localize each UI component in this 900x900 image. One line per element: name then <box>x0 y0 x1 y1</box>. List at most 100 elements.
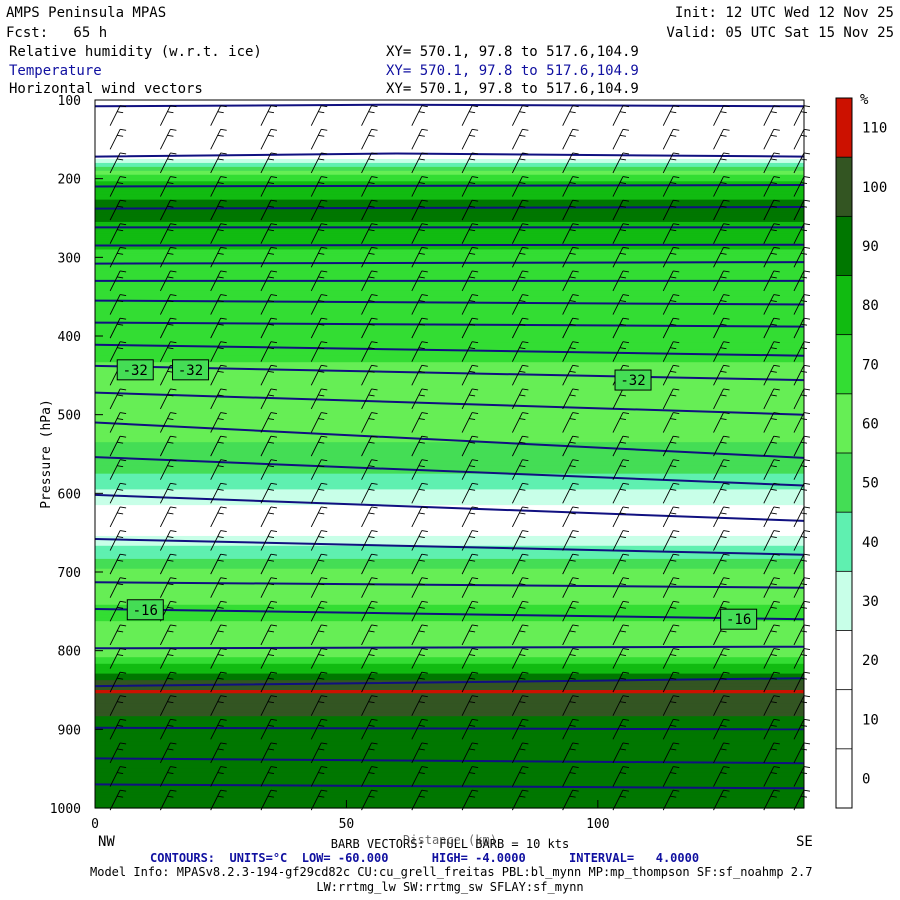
wind-barb <box>511 648 529 669</box>
rh-band <box>95 489 804 494</box>
rh-band <box>95 191 804 195</box>
wind-barb <box>210 459 227 480</box>
rh-band <box>95 159 804 162</box>
wind-barb <box>210 600 227 622</box>
wind-barb <box>109 577 127 598</box>
wind-barb <box>612 246 630 268</box>
temperature-contours <box>94 103 805 790</box>
rh-band <box>95 136 804 142</box>
model-info-line-2: LW:rrtmg_lw SW:rrtmg_sw SFLAY:sf_mynn <box>316 880 584 894</box>
wind-barb <box>210 152 227 174</box>
wind-barb <box>713 506 730 528</box>
wind-barb <box>662 718 680 740</box>
wind-barb <box>763 718 780 740</box>
rh-band <box>95 122 804 129</box>
rh-band <box>95 516 804 520</box>
wind-barb <box>210 294 227 315</box>
rh-band <box>95 594 804 599</box>
rh-band <box>95 528 804 532</box>
wind-barb <box>260 341 278 362</box>
rh-band <box>95 141 804 147</box>
wind-barb <box>361 718 378 740</box>
wind-barb <box>109 695 127 716</box>
wind-barb <box>361 530 378 551</box>
rh-band <box>95 787 804 791</box>
rh-band <box>95 520 804 524</box>
wind-barb <box>260 459 278 480</box>
wind-barb <box>562 435 579 457</box>
rh-band <box>95 485 804 490</box>
wind-barb <box>662 530 680 551</box>
wind-barb <box>260 223 278 244</box>
rh-band <box>95 640 804 645</box>
wind-barb <box>411 624 428 646</box>
colorbar-unit: % <box>860 92 869 108</box>
wind-barb <box>109 317 127 339</box>
wind-barb <box>109 600 127 622</box>
wind-barb <box>511 671 529 693</box>
wind-barb <box>612 105 630 126</box>
x-axis-right-end: SE <box>796 834 813 850</box>
rh-band <box>95 145 804 152</box>
wind-barb <box>511 766 529 787</box>
wind-barb <box>210 128 227 150</box>
rh-band <box>95 237 804 241</box>
rh-band <box>95 565 804 570</box>
rh-band <box>95 729 804 734</box>
wind-barb <box>763 223 780 244</box>
axes: 100 200 300 400 500 600 700 800 900 1000 0 50 100 Pre… <box>39 94 610 832</box>
colorbar-label: 20 <box>862 653 879 669</box>
rh-band <box>95 756 804 762</box>
rh-band <box>95 162 804 166</box>
wind-barb <box>361 600 378 622</box>
wind-barb <box>763 459 780 480</box>
wind-barb <box>310 435 328 457</box>
wind-barb <box>159 128 177 150</box>
rh-band <box>95 127 804 133</box>
wind-barb <box>713 128 730 150</box>
rh-band <box>95 535 804 540</box>
rh-band <box>95 693 804 698</box>
wind-barb <box>109 341 127 362</box>
wind-barb <box>612 742 630 764</box>
rh-band <box>95 673 804 678</box>
wind-barb <box>159 388 177 410</box>
wind-barb <box>210 789 227 811</box>
field-xy-temperature: XY= 570.1, 97.8 to 517.6,104.9 <box>386 63 639 79</box>
wind-barb <box>411 294 428 315</box>
wind-barb <box>763 317 780 339</box>
rh-band <box>95 414 804 420</box>
rh-band <box>95 235 804 239</box>
rh-band <box>95 257 804 265</box>
wind-barb <box>562 317 579 339</box>
rh-band <box>95 442 804 447</box>
wind-barb <box>763 577 780 598</box>
wind-barb <box>763 294 780 315</box>
rh-band <box>95 802 804 806</box>
wind-barb <box>361 364 378 386</box>
rh-band <box>95 518 804 522</box>
rh-band <box>95 355 804 363</box>
wind-barb <box>713 246 730 268</box>
wind-barb <box>210 506 227 528</box>
wind-barb <box>411 789 428 811</box>
rh-band <box>95 204 804 209</box>
wind-barb <box>361 246 378 268</box>
wind-barb <box>260 435 278 457</box>
wind-barb <box>361 459 378 480</box>
wind-barb <box>310 223 328 244</box>
colorbar-bin <box>836 275 852 335</box>
rh-band <box>95 741 804 746</box>
rh-band <box>95 212 804 215</box>
colorbar-bin <box>836 571 852 631</box>
rh-band <box>95 647 804 652</box>
wind-barb <box>159 718 177 740</box>
wind-barb <box>260 600 278 622</box>
wind-barb <box>511 742 529 764</box>
wind-barb <box>461 176 479 197</box>
wind-barb <box>210 105 227 126</box>
wind-barb <box>310 246 328 268</box>
wind-barb <box>511 128 529 150</box>
wind-barb <box>562 128 579 150</box>
wind-barb <box>159 435 177 457</box>
